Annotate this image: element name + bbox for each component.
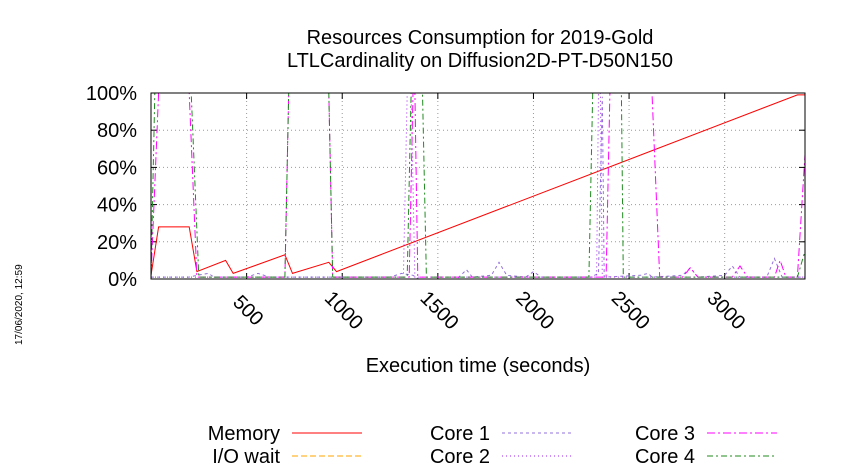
y-tick-label: 80% — [97, 120, 137, 142]
x-tick-label: 3000 — [702, 287, 749, 334]
legend-label-core-2: Core 2 — [430, 446, 490, 468]
x-tick-label: 500 — [228, 291, 267, 330]
series-line-core-3 — [150, 92, 806, 278]
y-tick-label: 0% — [108, 269, 137, 291]
x-tick-label: 1500 — [416, 287, 463, 334]
x-axis-label: Execution time (seconds) — [366, 355, 591, 377]
y-tick-label: 60% — [97, 157, 137, 179]
plot-frame — [150, 92, 806, 280]
legend-label-core-3: Core 3 — [635, 423, 695, 445]
legend-label-core-4: Core 4 — [635, 446, 695, 468]
y-ticks: 0% 20% 40% 60% 80% 100% — [86, 83, 805, 291]
series-line-core-2 — [151, 92, 805, 278]
legend-label-core-1: Core 1 — [430, 423, 490, 445]
x-tick-label: 1000 — [320, 287, 367, 334]
grid — [151, 93, 805, 279]
x-tick-label: 2500 — [607, 287, 654, 334]
series-line-core-4 — [150, 92, 806, 278]
series-line-core-1 — [151, 96, 805, 280]
legend-label-memory: Memory — [208, 423, 280, 445]
legend-label-i-o-wait: I/O wait — [212, 446, 280, 468]
series-lines — [150, 92, 806, 280]
chart-title-line-1: Resources Consumption for 2019-Gold — [307, 27, 654, 49]
y-tick-label: 20% — [97, 232, 137, 254]
x-tick-label: 2000 — [511, 287, 558, 334]
timestamp-label: 17/06/2020, 12:59 — [14, 264, 25, 345]
chart-title-line-2: LTLCardinality on Diffusion2D-PT-D50N150 — [287, 50, 673, 72]
y-tick-label: 40% — [97, 195, 137, 217]
series-line-memory — [150, 94, 805, 276]
y-tick-label: 100% — [86, 83, 137, 105]
